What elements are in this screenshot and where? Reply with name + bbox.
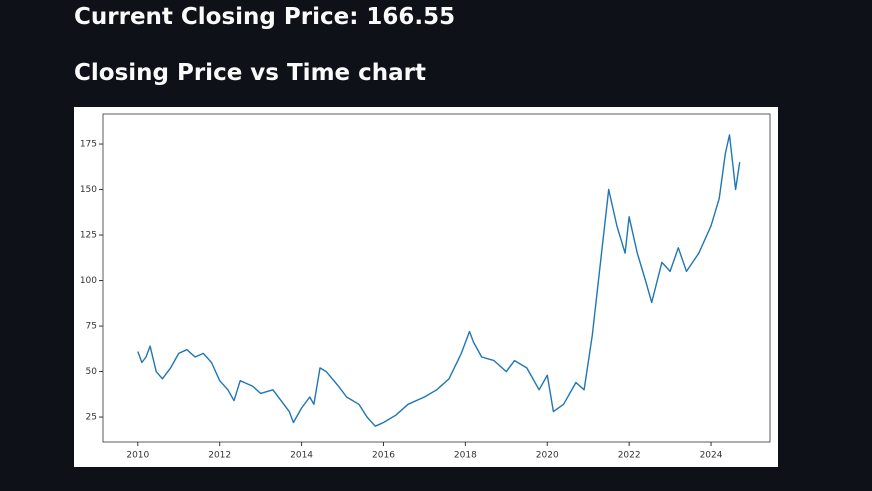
y-tick-label: 125 [80,231,97,241]
y-tick-label: 25 [86,413,97,423]
price-line [137,134,741,427]
price-header: Current Closing Price: 166.55 [74,4,456,30]
x-tick-label: 2014 [290,451,313,461]
x-tick-label: 2010 [126,451,149,461]
y-tick-label: 50 [86,367,98,377]
x-tick-label: 2022 [618,451,641,461]
x-tick-label: 2012 [208,451,231,461]
plot-frame [102,113,771,443]
x-tick-label: 2020 [536,451,559,461]
x-tick-label: 2016 [372,451,395,461]
y-tick-label: 175 [80,140,97,150]
x-tick-label: 2024 [700,451,723,461]
chart: 25 50 75 100 125 150 175 2010 2012 2014 2016 2018 20… [74,107,778,467]
x-tick-label: 2018 [454,451,477,461]
y-tick-label: 100 [80,276,97,286]
y-tick-label: 150 [80,185,97,195]
chart-header: Closing Price vs Time chart [74,60,427,86]
y-tick-label: 75 [86,322,97,332]
